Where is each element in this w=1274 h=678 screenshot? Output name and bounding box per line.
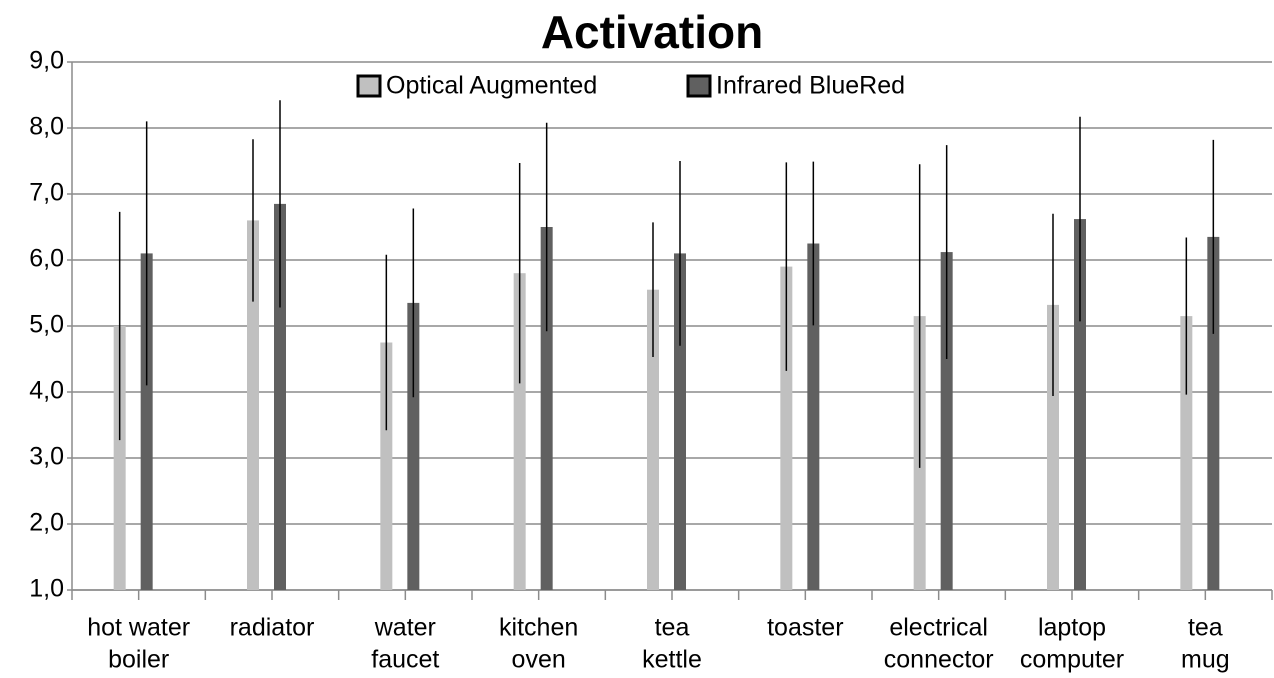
x-tick-label: oven <box>512 646 566 674</box>
bar <box>407 302 420 590</box>
y-tick-label: 5,0 <box>29 311 64 339</box>
x-tick-label: connector <box>884 646 994 674</box>
bar <box>513 273 526 590</box>
x-tick-label: tea <box>655 614 690 642</box>
x-tick-label: kettle <box>642 646 702 674</box>
bar <box>807 243 820 590</box>
x-tick-label: tea <box>1188 614 1223 642</box>
bar <box>1047 304 1059 590</box>
x-tick-label: laptop <box>1038 614 1106 642</box>
bar <box>274 203 286 590</box>
legend-swatch <box>686 74 712 98</box>
bar <box>1074 219 1086 590</box>
x-tick-label: water <box>374 614 436 642</box>
bar <box>380 342 393 590</box>
y-tick-label: 9,0 <box>29 47 64 75</box>
bar <box>1180 316 1193 590</box>
x-tick-label: computer <box>1020 646 1124 674</box>
bar <box>674 253 686 590</box>
x-tick-label: toaster <box>767 614 843 642</box>
x-tick-label: radiator <box>230 614 315 642</box>
chart-title: Activation <box>541 6 763 58</box>
y-tick-label: 4,0 <box>29 377 64 405</box>
y-tick-label: 1,0 <box>29 575 64 603</box>
bar <box>647 289 659 590</box>
y-tick-label: 7,0 <box>29 179 64 207</box>
y-tick-label: 2,0 <box>29 509 64 537</box>
legend-label: Optical Augmented <box>386 72 597 100</box>
bar <box>113 326 126 590</box>
x-tick-label: boiler <box>108 646 169 674</box>
y-tick-label: 3,0 <box>29 443 64 471</box>
bar <box>540 227 553 590</box>
x-tick-label: hot water <box>87 614 190 642</box>
x-tick-label: kitchen <box>499 614 578 642</box>
y-tick-label: 8,0 <box>29 113 64 141</box>
bar <box>780 266 793 590</box>
x-tick-label: electrical <box>889 614 988 642</box>
y-tick-label: 6,0 <box>29 245 64 273</box>
x-tick-label: mug <box>1181 646 1230 674</box>
x-tick-label: faucet <box>371 646 439 674</box>
legend-swatch <box>356 74 382 98</box>
bar <box>940 252 953 590</box>
bar <box>247 220 259 590</box>
bar <box>140 253 153 590</box>
legend-label: Infrared BlueRed <box>716 72 905 100</box>
bar <box>1207 236 1220 590</box>
